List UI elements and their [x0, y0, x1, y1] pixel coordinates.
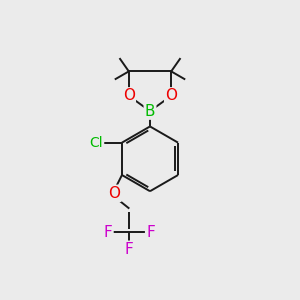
Text: F: F: [104, 225, 112, 240]
Text: O: O: [109, 186, 121, 201]
Text: F: F: [125, 242, 134, 257]
Text: O: O: [165, 88, 177, 103]
Text: F: F: [146, 225, 155, 240]
Text: Cl: Cl: [89, 136, 103, 150]
Text: O: O: [123, 88, 135, 103]
Text: B: B: [145, 103, 155, 118]
